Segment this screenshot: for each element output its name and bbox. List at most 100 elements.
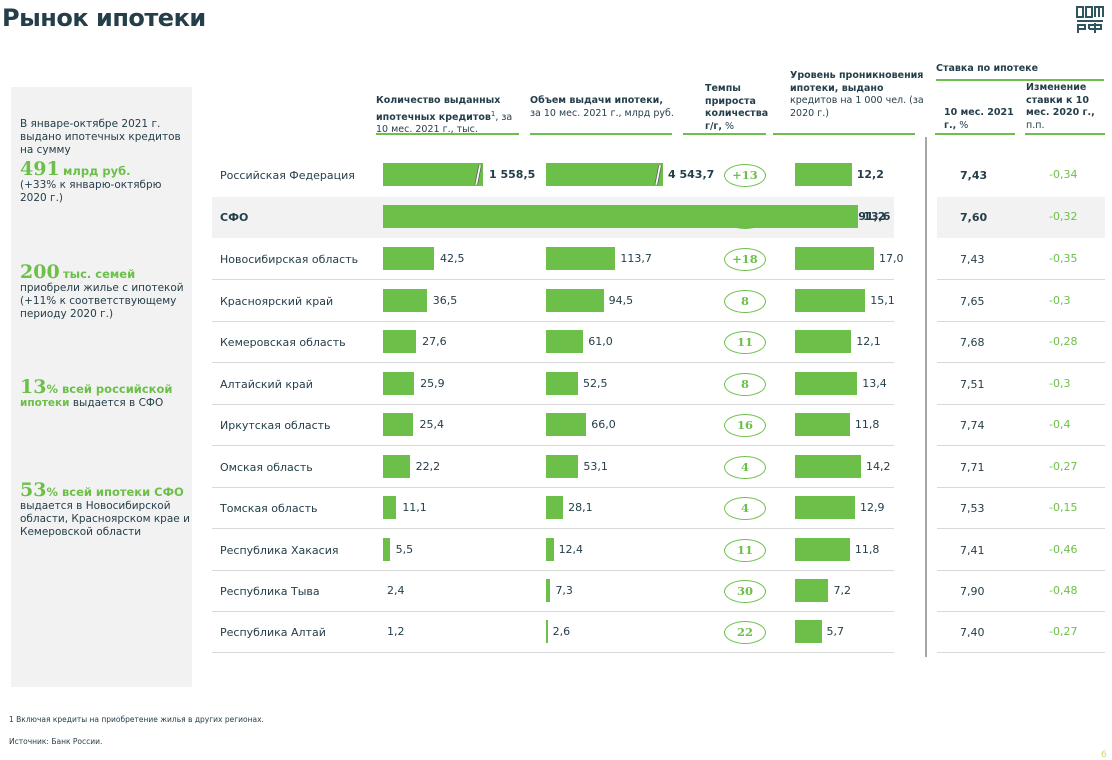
- header-rate-underline: [935, 133, 1015, 135]
- penetration-value: 5,7: [826, 625, 845, 638]
- summary-share-sfo: 53% всей ипотеки СФО выдается в Новосиби…: [20, 481, 190, 539]
- region-name: Красноярский край: [220, 295, 334, 308]
- source-note: Источник: Банк России.: [9, 737, 103, 746]
- volume-value: 28,1: [568, 501, 593, 514]
- volume-value: 12,4: [558, 543, 584, 556]
- table-row: Кемеровская область 27,6 61,0 11 12,1: [212, 322, 894, 363]
- penetration-bar: [795, 289, 866, 312]
- penetration-bar: [795, 579, 829, 602]
- count-value: 27,6: [422, 335, 447, 348]
- count-bar: [383, 247, 434, 270]
- penetration-bar: [795, 413, 850, 436]
- header-rate-unit: %: [956, 119, 969, 131]
- count-bar: [383, 455, 410, 478]
- header-penetration-underline: [773, 133, 915, 135]
- table-row: Томская область 11,1 28,1 4 12,9: [212, 488, 894, 529]
- growth-badge: 8: [724, 290, 766, 313]
- growth-badge: 11: [724, 539, 766, 562]
- volume-value: 7,3: [555, 584, 573, 597]
- volume-bar: [546, 496, 564, 519]
- penetration-bar: [795, 620, 822, 643]
- penetration-value: 12,1: [856, 335, 881, 348]
- count-value: 36,5: [432, 294, 458, 307]
- volume-value: 4 543,7: [668, 168, 715, 181]
- penetration-bar: [795, 538, 850, 561]
- dom-rf-logo-icon: [1076, 6, 1104, 33]
- penetration-value: 12,2: [856, 168, 884, 181]
- rate-change-value: -0,34: [1049, 168, 1078, 181]
- volume-value: 94,5: [608, 294, 634, 307]
- rate-value: 7,43: [960, 253, 985, 266]
- rate-change-value: -0,3: [1049, 377, 1071, 390]
- volume-value: 491,2: [850, 210, 886, 223]
- rate-row: 7,65 -0,3: [937, 281, 1105, 322]
- growth-badge: 8: [724, 373, 766, 396]
- rate-value: 7,65: [960, 295, 985, 308]
- summary-share-sfo-note: выдается в Новосибирской области, Красно…: [20, 500, 190, 538]
- summary-share-sfo-number: 53: [20, 479, 47, 501]
- table-row: Иркутская область 25,4 66,0 16 11,8: [212, 405, 894, 446]
- count-value: 11,1: [402, 501, 427, 514]
- rate-row: 7,90 -0,48: [937, 571, 1105, 612]
- table-row: Республика Алтай 1,2 2,6 22 5,7: [212, 612, 894, 653]
- count-value: 25,9: [420, 377, 445, 390]
- volume-value: 52,5: [583, 377, 608, 390]
- region-name: Республика Хакасия: [220, 544, 339, 557]
- penetration-value: 17,0: [879, 252, 904, 265]
- rate-change-value: -0,4: [1049, 418, 1071, 431]
- rate-change-value: -0,46: [1049, 543, 1078, 556]
- header-rate: 10 мес. 2021 г., %: [944, 107, 1014, 132]
- region-name: СФО: [220, 211, 249, 224]
- summary-volume-number: 491: [20, 158, 60, 180]
- header-rate-title: 10 мес. 2021 г.,: [944, 107, 1014, 131]
- rate-value: 7,90: [960, 585, 985, 598]
- header-count: Количество выданных ипотечных кредитов1,…: [376, 95, 516, 137]
- summary-families-note: приобрели жилье с ипотекой (+11% к соотв…: [20, 282, 184, 320]
- growth-badge: +11: [724, 206, 766, 229]
- summary-volume: В январе-октябре 2021 г. выдано ипотечны…: [20, 118, 190, 205]
- growth-badge: 30: [724, 580, 766, 603]
- penetration-bar: [795, 455, 862, 478]
- header-count-title: Количество выданных ипотечных кредитов: [376, 95, 501, 123]
- count-bar: [383, 413, 414, 436]
- region-name: Республика Алтай: [220, 626, 326, 639]
- footnote-marker: 1: [490, 109, 496, 118]
- header-volume-underline: [530, 133, 672, 135]
- growth-badge: 11: [724, 331, 766, 354]
- rate-value: 7,74: [960, 419, 985, 432]
- region-name: Республика Тыва: [220, 585, 320, 598]
- region-name: Омская область: [220, 461, 313, 474]
- summary-volume-unit: млрд руб.: [63, 164, 131, 178]
- region-name: Кемеровская область: [220, 336, 346, 349]
- volume-bar: [546, 247, 616, 270]
- summary-volume-note: (+33% к январю-октябрю 2020 г.): [20, 179, 162, 204]
- page-title: Рынок ипотеки: [2, 4, 206, 32]
- header-volume-title: Объем выдачи ипотеки,: [530, 95, 663, 106]
- summary-share-russia-unit2: ипотеки: [20, 397, 70, 409]
- summary-volume-intro: В январе-октябре 2021 г. выдано ипотечны…: [20, 118, 181, 156]
- rate-change-value: -0,32: [1049, 210, 1078, 223]
- header-rate-change: Изменение ставки к 10 мес. 2020 г., п.п.: [1026, 82, 1106, 132]
- header-count-unit: , за 10 мес. 2021 г., тыс.: [376, 111, 513, 136]
- volume-bar: [546, 289, 604, 312]
- volume-value: 66,0: [591, 418, 616, 431]
- table-row: Российская Федерация 1 558,5 4 543,7 +13 12,…: [212, 155, 894, 196]
- volume-bar: [546, 205, 846, 228]
- header-growth-title: Темпы прироста количества г/г,: [705, 83, 769, 132]
- header-penetration-unit: кредитов на 1 000 чел. (за 2020 г.): [790, 95, 924, 119]
- count-bar: [383, 330, 417, 353]
- penetration-value: 13,4: [862, 377, 887, 390]
- rate-column-separator: [925, 137, 927, 657]
- volume-bar: [546, 413, 587, 436]
- count-value: 5,5: [395, 543, 414, 556]
- penetration-value: 15,1: [870, 294, 895, 307]
- rate-change-value: -0,3: [1049, 294, 1071, 307]
- summary-share-russia-note: выдается в СФО: [69, 397, 164, 409]
- summary-families-unit: тыс. семей: [63, 267, 136, 281]
- growth-badge: 4: [724, 456, 766, 479]
- summary-share-russia-unit: % всей российской: [46, 382, 173, 396]
- volume-value: 2,6: [552, 625, 571, 638]
- penetration-bar: [795, 163, 852, 186]
- header-volume-unit: за 10 мес. 2021 г., млрд руб.: [530, 107, 674, 119]
